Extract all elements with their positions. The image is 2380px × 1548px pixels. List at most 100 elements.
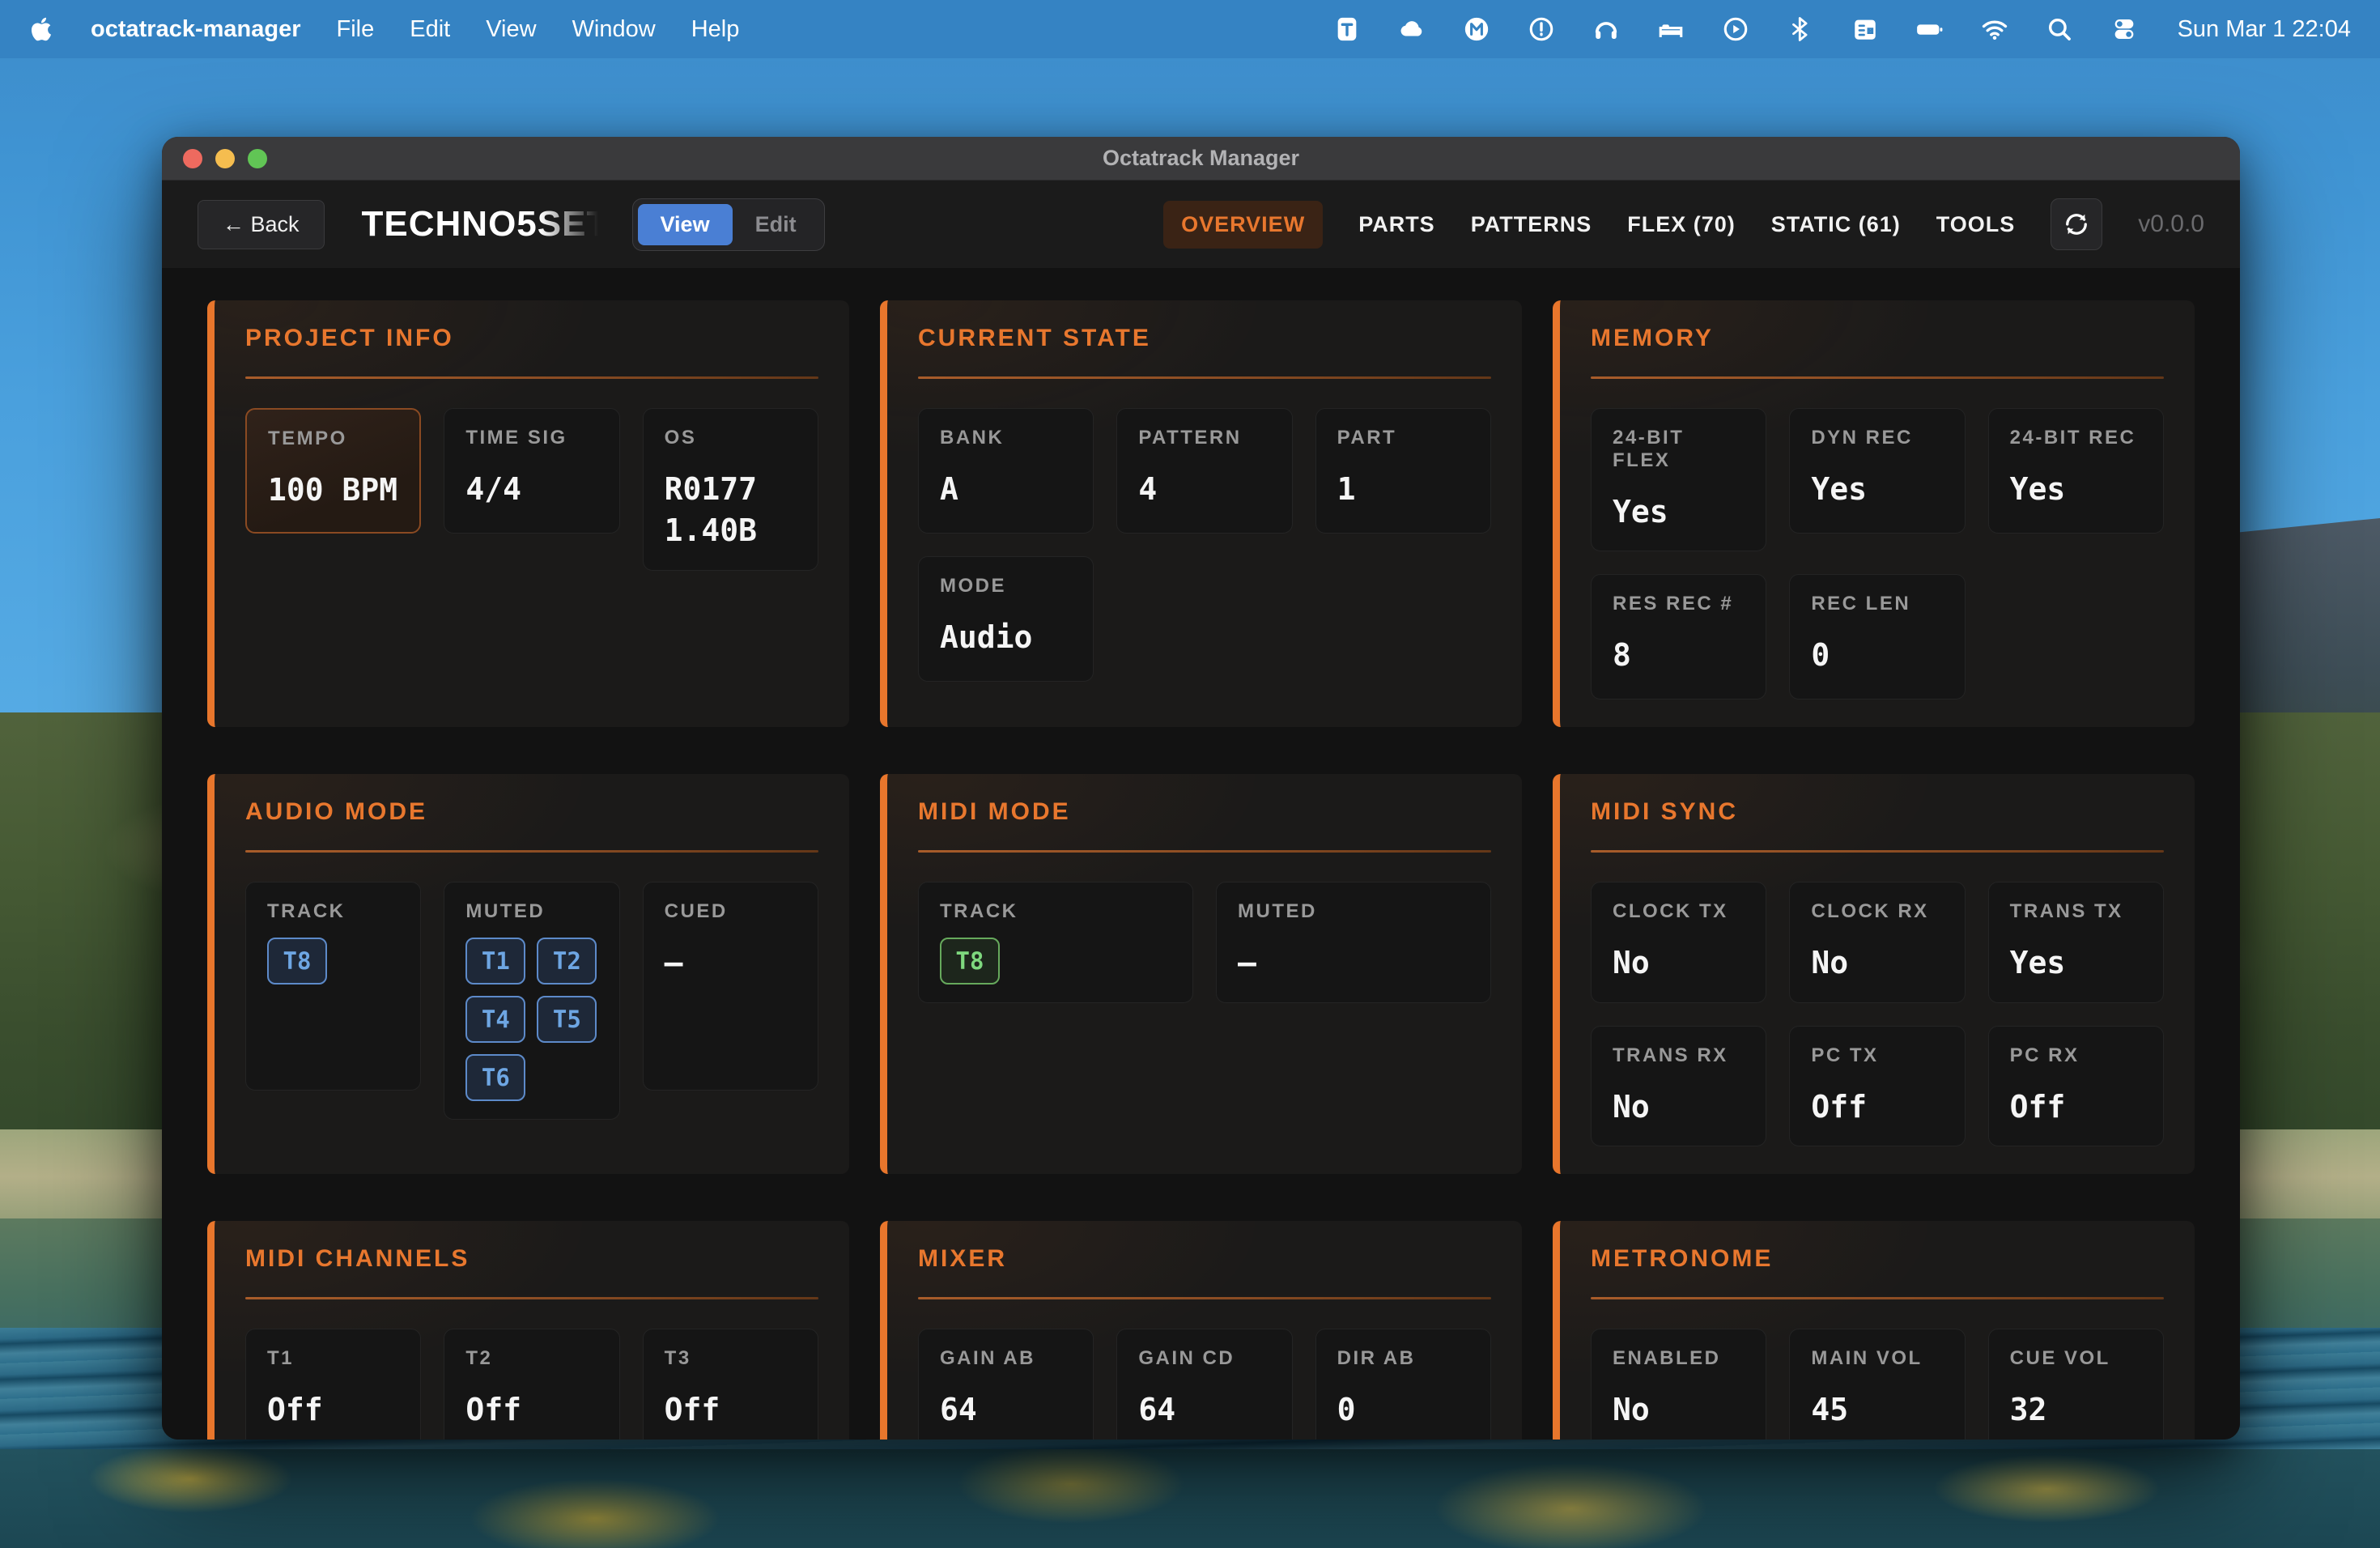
tile-label: 24-BIT REC xyxy=(2009,427,2136,449)
tile-value: A xyxy=(940,471,958,507)
tile-label: TRANS RX xyxy=(1613,1044,1728,1066)
tile-label: MUTED xyxy=(1238,900,1317,923)
tile-label: MUTED xyxy=(465,900,546,923)
tile-label: BANK xyxy=(940,427,1005,449)
tile-value: Off xyxy=(465,1391,521,1427)
muted-badge-t2: T2 xyxy=(537,938,597,985)
tile-value: 100 BPM xyxy=(268,472,398,508)
tile-label: TRACK xyxy=(940,900,1018,923)
tile-label: TRACK xyxy=(267,900,346,923)
window-titlebar[interactable]: Octatrack Manager xyxy=(162,137,2240,181)
menubar-app-name[interactable]: octatrack-manager xyxy=(91,15,301,42)
tile-label: TEMPO xyxy=(268,427,347,449)
tile-ch-t3: T3 Off xyxy=(642,1328,818,1440)
card-title: METRONOME xyxy=(1591,1244,1774,1272)
tile-trans-tx: TRANS TX Yes xyxy=(1987,882,2164,1003)
card-divider xyxy=(918,376,1491,379)
menu-item-edit[interactable]: Edit xyxy=(410,15,451,42)
refresh-button[interactable] xyxy=(2051,198,2103,250)
background-underwater-rocks xyxy=(0,1449,2380,1548)
menu-item-view[interactable]: View xyxy=(486,15,537,42)
tile-mode: MODE Audio xyxy=(918,556,1094,682)
tile-trans-rx: TRANS RX No xyxy=(1591,1025,1767,1146)
card-mixer: MIXER GAIN AB 64 GAIN CD 64 DIR AB 0 DIR… xyxy=(880,1220,1522,1440)
tile-clock-tx: CLOCK TX No xyxy=(1591,882,1767,1003)
window-title: Octatrack Manager xyxy=(1102,146,1300,170)
cloud-icon[interactable] xyxy=(1396,13,1428,45)
tile-part: PART 1 xyxy=(1315,408,1491,534)
card-project-info: PROJECT INFO TEMPO 100 BPM TIME SIG 4/4 … xyxy=(207,300,849,728)
tile-label: CUE VOL xyxy=(2009,1346,2110,1369)
tile-enabled: ENABLED No xyxy=(1591,1328,1767,1440)
tile-value: No xyxy=(1613,1088,1650,1125)
wifi-icon[interactable] xyxy=(1978,13,2011,45)
clock-alert-icon[interactable] xyxy=(1525,13,1558,45)
control-center-icon[interactable] xyxy=(2108,13,2140,45)
tile-value: Yes xyxy=(1811,471,1867,507)
tile-24bit-flex: 24-BIT FLEX Yes xyxy=(1591,408,1767,552)
view-toggle-button[interactable]: View xyxy=(637,203,733,245)
tab-parts[interactable]: PARTS xyxy=(1358,211,1435,236)
card-audio-mode: AUDIO MODE TRACK T8 MUTED T1 T2 T4 T5 xyxy=(207,774,849,1174)
back-button[interactable]: ← Back xyxy=(198,199,325,249)
zoom-button[interactable] xyxy=(248,148,267,168)
muted-badge-t4: T4 xyxy=(465,996,526,1044)
edit-toggle-button[interactable]: Edit xyxy=(754,211,797,236)
tile-time-sig: TIME SIG 4/4 xyxy=(444,408,620,534)
tile-value: Off xyxy=(664,1391,720,1427)
tile-value: — xyxy=(1238,945,1256,981)
tile-audio-muted: MUTED T1 T2 T4 T5 T6 xyxy=(444,882,620,1121)
minimize-button[interactable] xyxy=(215,148,235,168)
tile-os: OS R0177 1.40B xyxy=(642,408,818,571)
muted-badge-t6: T6 xyxy=(465,1054,526,1102)
tab-patterns[interactable]: PATTERNS xyxy=(1470,211,1592,236)
tile-gain-cd: GAIN CD 64 xyxy=(1116,1328,1293,1440)
bed-icon[interactable] xyxy=(1655,13,1687,45)
headphones-icon[interactable] xyxy=(1590,13,1622,45)
card-divider xyxy=(245,376,818,379)
keyboard-icon[interactable] xyxy=(1849,13,1881,45)
tile-pattern: PATTERN 4 xyxy=(1116,408,1293,534)
search-icon[interactable] xyxy=(2043,13,2076,45)
tab-overview[interactable]: OVERVIEW xyxy=(1163,200,1324,249)
menubar-clock[interactable]: Sun Mar 1 22:04 xyxy=(2177,15,2351,42)
close-button[interactable] xyxy=(183,148,202,168)
menu-item-help[interactable]: Help xyxy=(691,15,740,42)
tile-value: 45 xyxy=(1811,1391,1849,1427)
tile-value: Yes xyxy=(2009,945,2066,981)
tile-value: — xyxy=(664,945,683,981)
m-app-icon[interactable] xyxy=(1460,13,1493,45)
card-divider xyxy=(245,1296,818,1299)
tile-bank: BANK A xyxy=(918,408,1094,534)
tab-tools[interactable]: TOOLS xyxy=(1936,211,2016,236)
play-circle-icon[interactable] xyxy=(1719,13,1752,45)
card-divider xyxy=(918,850,1491,853)
tile-label: TRANS TX xyxy=(2009,900,2123,923)
card-current-state: CURRENT STATE BANK A PATTERN 4 PART 1 MO… xyxy=(880,300,1522,728)
view-edit-segmented: View Edit xyxy=(631,198,825,251)
tab-static[interactable]: STATIC (61) xyxy=(1770,211,1901,236)
app-version: v0.0.0 xyxy=(2138,211,2204,237)
card-divider xyxy=(1591,1296,2164,1299)
menu-item-window[interactable]: Window xyxy=(572,15,656,42)
tab-flex[interactable]: FLEX (70) xyxy=(1627,211,1736,236)
tile-label: OS xyxy=(664,427,697,449)
octatrack-manager-window: Octatrack Manager ← Back TECHNO5SET View… xyxy=(162,137,2240,1440)
refresh-icon xyxy=(2066,214,2088,235)
tile-label: CUED xyxy=(664,900,728,923)
card-divider xyxy=(245,850,818,853)
tile-value: 0 xyxy=(1811,637,1830,674)
apple-menu-icon[interactable] xyxy=(29,14,55,45)
tile-clock-rx: CLOCK RX No xyxy=(1789,882,1966,1003)
tile-value: 1 xyxy=(1337,471,1356,507)
card-title: CURRENT STATE xyxy=(918,325,1151,351)
menu-item-file[interactable]: File xyxy=(336,15,375,42)
t-app-icon[interactable] xyxy=(1331,13,1363,45)
battery-icon[interactable] xyxy=(1914,13,1946,45)
tile-value: Yes xyxy=(2009,471,2066,507)
bluetooth-icon[interactable] xyxy=(1784,13,1817,45)
tile-value: Off xyxy=(2009,1088,2066,1125)
card-midi-mode: MIDI MODE TRACK T8 MUTED — xyxy=(880,774,1522,1174)
tile-pc-rx: PC RX Off xyxy=(1987,1025,2164,1146)
tile-gain-ab: GAIN AB 64 xyxy=(918,1328,1094,1440)
